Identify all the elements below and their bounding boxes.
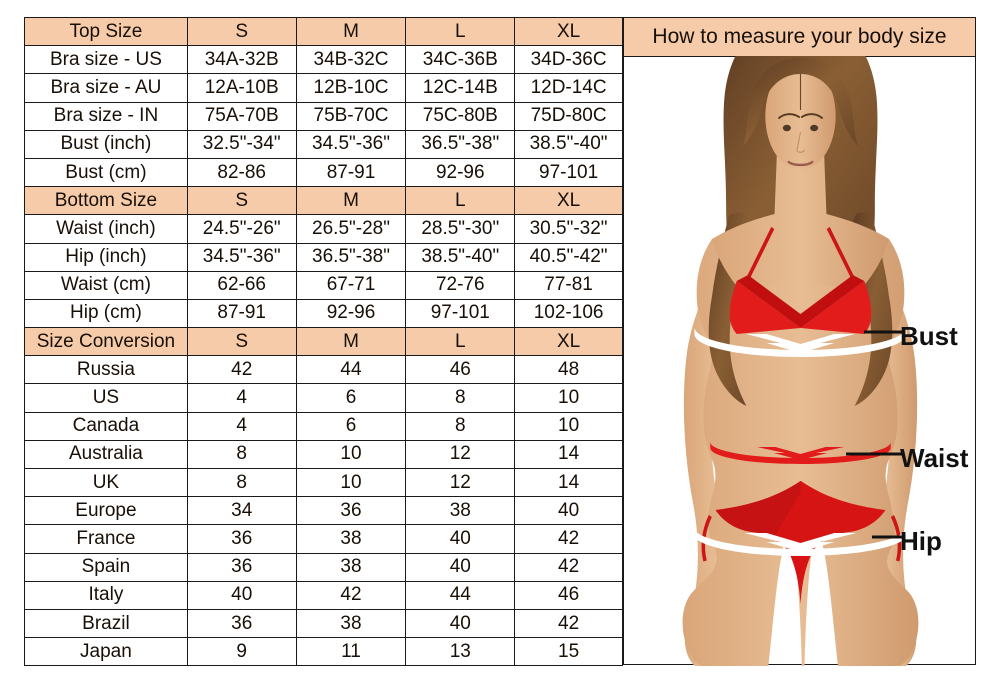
svg-text:Bust: Bust	[900, 321, 958, 351]
svg-text:Waist: Waist	[900, 443, 969, 473]
svg-text:Hip: Hip	[900, 526, 942, 556]
